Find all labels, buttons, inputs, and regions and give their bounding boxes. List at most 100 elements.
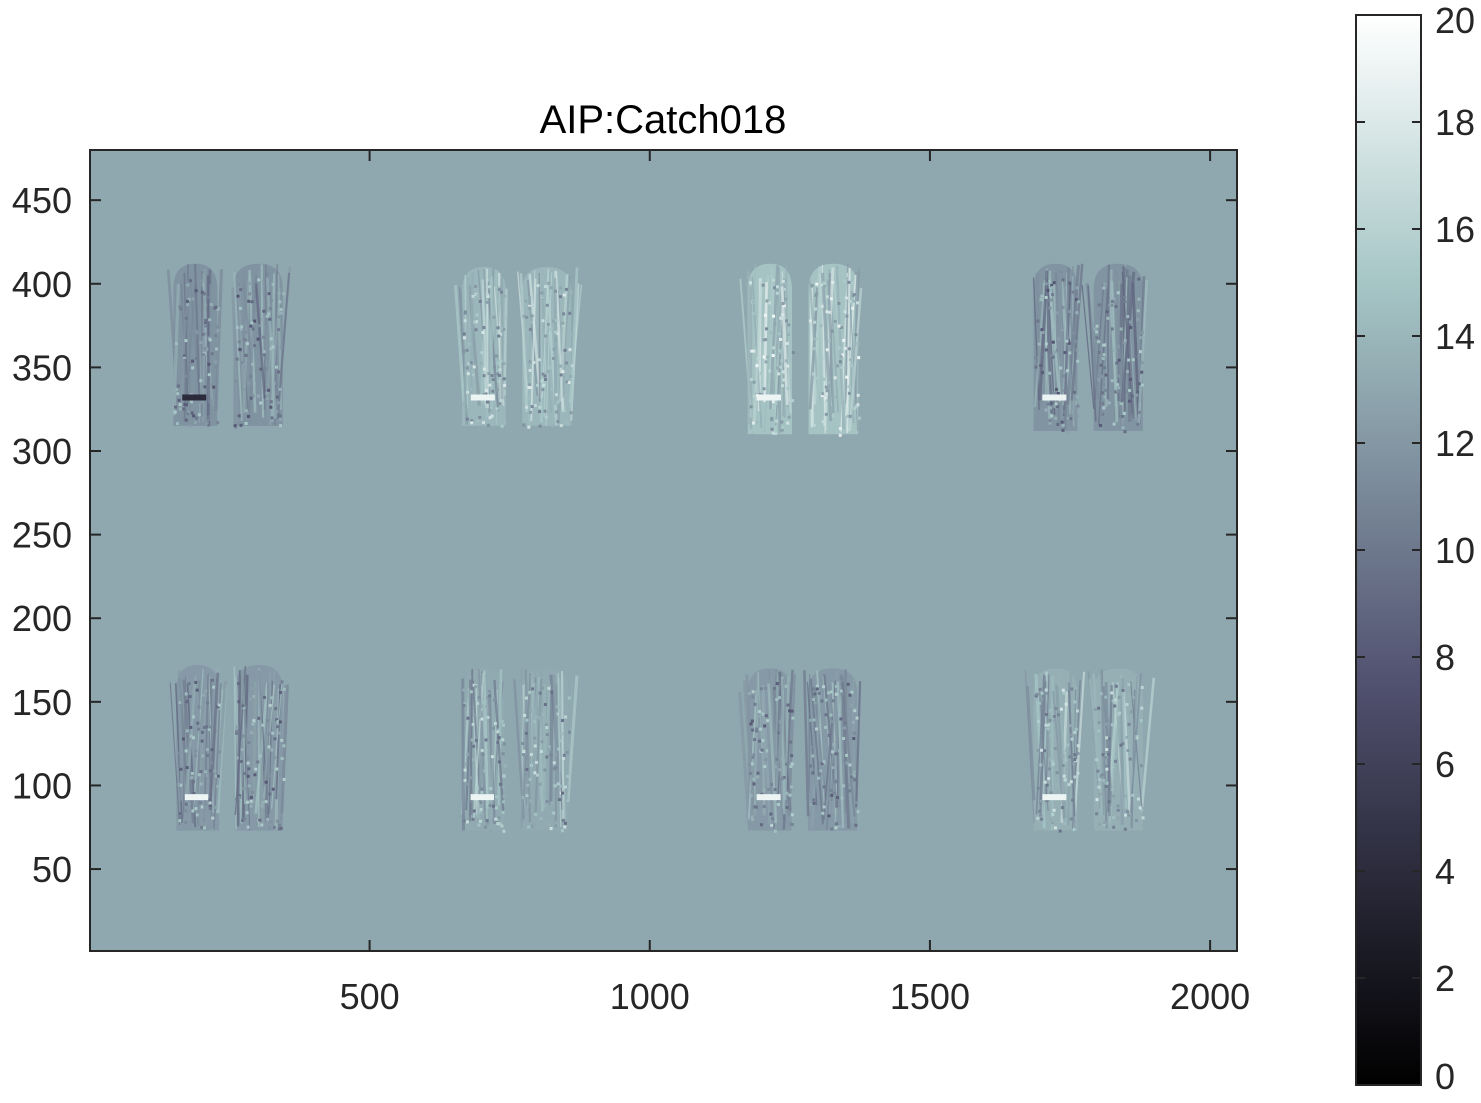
lung-speckle: [785, 791, 789, 795]
lung-speckle: [771, 817, 775, 821]
colorbar-tick-label: 6: [1435, 744, 1455, 785]
lung-speckle: [823, 284, 827, 288]
lung-speckle: [1138, 806, 1142, 810]
lung-speckle: [490, 414, 494, 418]
lung-speckle: [267, 732, 271, 736]
lung-speckle: [276, 719, 280, 723]
lung-speckle: [529, 799, 533, 803]
lung-speckle: [462, 688, 466, 692]
lung-speckle: [831, 766, 835, 770]
lung-speckle: [1106, 316, 1110, 320]
lung-speckle: [761, 283, 765, 287]
lung-speckle: [751, 312, 755, 316]
lung-speckle: [1056, 713, 1060, 717]
lung-speckle: [565, 421, 569, 425]
lung-speckle: [1051, 355, 1055, 359]
lung-speckle: [201, 332, 205, 336]
lung-speckle: [1051, 293, 1055, 297]
lung-speckle: [545, 303, 549, 307]
lung-streak: [233, 272, 243, 421]
lung-speckle: [778, 720, 782, 724]
lung-speckle: [264, 780, 268, 784]
lung-speckle: [822, 685, 826, 689]
lung-speckle: [1061, 399, 1065, 403]
lung-streak: [493, 680, 505, 813]
lung-speckle: [1048, 734, 1052, 738]
lung-speckle: [251, 394, 255, 398]
lung-speckle: [1119, 402, 1123, 406]
lung-speckle: [530, 318, 534, 322]
lung-speckle: [207, 798, 211, 802]
lung-speckle: [240, 361, 244, 365]
lung-speckle: [1036, 786, 1040, 790]
lung-speckle: [1047, 777, 1051, 781]
lung-speckle: [816, 776, 820, 780]
lung-speckle: [520, 789, 524, 793]
lung-speckle: [496, 730, 500, 734]
lung-speckle: [563, 821, 567, 825]
lung-speckle: [1071, 426, 1075, 430]
lung-speckle: [1048, 306, 1052, 310]
lung-speckle: [474, 284, 478, 288]
lung-speckle: [249, 731, 253, 735]
lung-speckle: [493, 722, 497, 726]
lung-speckle: [812, 697, 816, 701]
lung-speckle: [790, 754, 794, 758]
lung-speckle: [1136, 422, 1140, 426]
lung-speckle: [1040, 697, 1044, 701]
lung-speckle: [841, 784, 845, 788]
lung-speckle: [835, 796, 839, 800]
lung-speckle: [1136, 317, 1140, 321]
lung-speckle: [469, 690, 473, 694]
lung-speckle: [1139, 808, 1143, 812]
lung-speckle: [499, 290, 503, 294]
lung-speckle: [502, 785, 506, 789]
lung-speckle: [1052, 281, 1056, 285]
lung-speckle: [497, 373, 501, 377]
lung-speckle: [773, 788, 777, 792]
lung-speckle: [1068, 755, 1072, 759]
lung-speckle: [178, 751, 182, 755]
lung-speckle: [496, 366, 500, 370]
lung-speckle: [1034, 356, 1038, 360]
lung-speckle: [1115, 361, 1119, 365]
x-axis: 500 1000 1500 2000: [340, 150, 1250, 1017]
lung-speckle: [277, 731, 281, 735]
lung-speckle: [249, 374, 253, 378]
lung-speckle: [178, 407, 182, 411]
lung-speckle: [497, 299, 501, 303]
right-lung-region: [808, 263, 863, 437]
lung-speckle: [184, 418, 188, 422]
lung-speckle: [251, 362, 255, 366]
lung-speckle: [280, 680, 284, 684]
lung-speckle: [251, 327, 255, 331]
lung-speckle: [834, 692, 838, 696]
lung-speckle: [1034, 365, 1038, 369]
lung-speckle: [236, 294, 240, 298]
lung-speckle: [234, 379, 238, 383]
lung-speckle: [831, 699, 835, 703]
lung-speckle: [839, 326, 843, 330]
heatmap-plot-area: 500 1000 1500 2000 501001502002503003504004…: [12, 149, 1250, 1017]
lung-speckle: [546, 370, 550, 374]
lung-speckle: [500, 824, 504, 828]
lung-streak: [1062, 272, 1068, 406]
lung-streak: [1137, 280, 1148, 424]
lung-speckle: [558, 286, 562, 290]
lung-speckle: [259, 754, 263, 758]
lung-speckle: [782, 775, 786, 779]
lung-speckle: [1135, 735, 1139, 739]
lung-speckle: [1063, 410, 1067, 414]
lung-speckle: [277, 328, 281, 332]
lung-speckle: [1044, 348, 1048, 352]
lung-speckle: [177, 398, 181, 402]
lung-speckle: [844, 298, 848, 302]
lung-speckle: [814, 293, 818, 297]
lung-speckle: [200, 805, 204, 809]
lung-speckle: [1102, 383, 1106, 387]
diaphragm-band: [756, 794, 781, 801]
lung-speckle: [196, 721, 200, 725]
lung-speckle: [242, 706, 246, 710]
